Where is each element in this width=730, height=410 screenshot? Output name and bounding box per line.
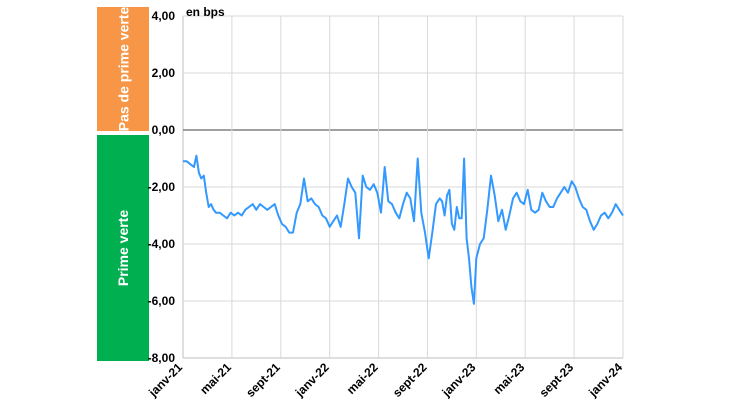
y-tick-label: -6,00 <box>148 294 176 308</box>
y-tick-label: -2,00 <box>148 180 176 194</box>
unit-label: en bps <box>186 5 225 19</box>
y-tick-label: -8,00 <box>148 351 176 365</box>
x-tick-label: janv-24 <box>585 360 625 400</box>
series-line <box>183 154 624 305</box>
y-tick-label: 2,00 <box>152 66 176 80</box>
x-tick-label: sept-21 <box>243 360 283 400</box>
x-tick-label: janv-22 <box>292 360 332 400</box>
x-tick-label: mai-21 <box>197 360 234 397</box>
y-tick-label: -4,00 <box>148 237 176 251</box>
band-no-green-premium: Pas de prime verte <box>97 7 149 131</box>
x-axis: janv-21 mai-21 sept-21 janv-22 mai-22 sept-22… <box>145 360 625 400</box>
band-green-premium: Prime verte <box>97 135 149 361</box>
y-axis: 4,00 2,00 0,00 -2,00 -4,00 -6,00 -8,00 <box>148 9 176 365</box>
grid <box>182 15 624 359</box>
x-tick-label: janv-23 <box>439 360 479 400</box>
x-tick-label: janv-21 <box>145 360 185 400</box>
x-tick-label: sept-22 <box>390 360 430 400</box>
x-tick-label: mai-23 <box>491 360 528 397</box>
y-tick-label: 0,00 <box>152 123 176 137</box>
x-tick-label: sept-23 <box>537 360 577 400</box>
y-tick-label: 4,00 <box>152 9 176 23</box>
x-tick-label: mai-22 <box>344 360 381 397</box>
